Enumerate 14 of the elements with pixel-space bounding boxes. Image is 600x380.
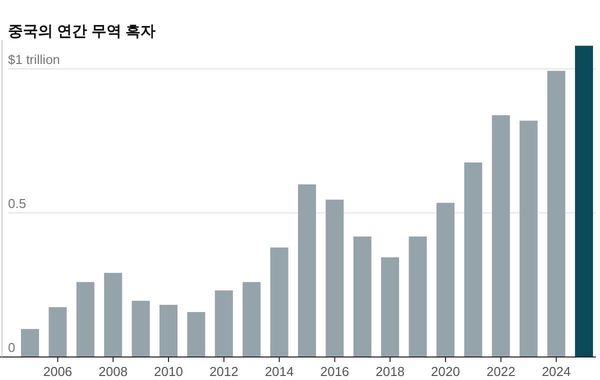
x-tick-label: 2020 xyxy=(431,364,460,379)
x-tick-label: 2024 xyxy=(542,364,571,379)
x-tick-label: 2022 xyxy=(486,364,516,379)
y-tick-label: $1 trillion xyxy=(8,52,60,67)
x-tick-label: 2012 xyxy=(209,364,238,379)
x-tick-label: 2006 xyxy=(43,364,72,379)
x-tick-label: 2010 xyxy=(154,364,183,379)
y-tick-label: 0.5 xyxy=(8,196,26,211)
x-tick-label: 2016 xyxy=(320,364,350,379)
x-tick-label: 2018 xyxy=(376,364,405,379)
x-tick-label: 2014 xyxy=(264,364,294,379)
chart-title: 중국의 연간 무역 흑자 xyxy=(8,23,156,40)
x-tick-label: 2008 xyxy=(98,364,128,379)
y-tick-label: 0 xyxy=(8,340,16,355)
